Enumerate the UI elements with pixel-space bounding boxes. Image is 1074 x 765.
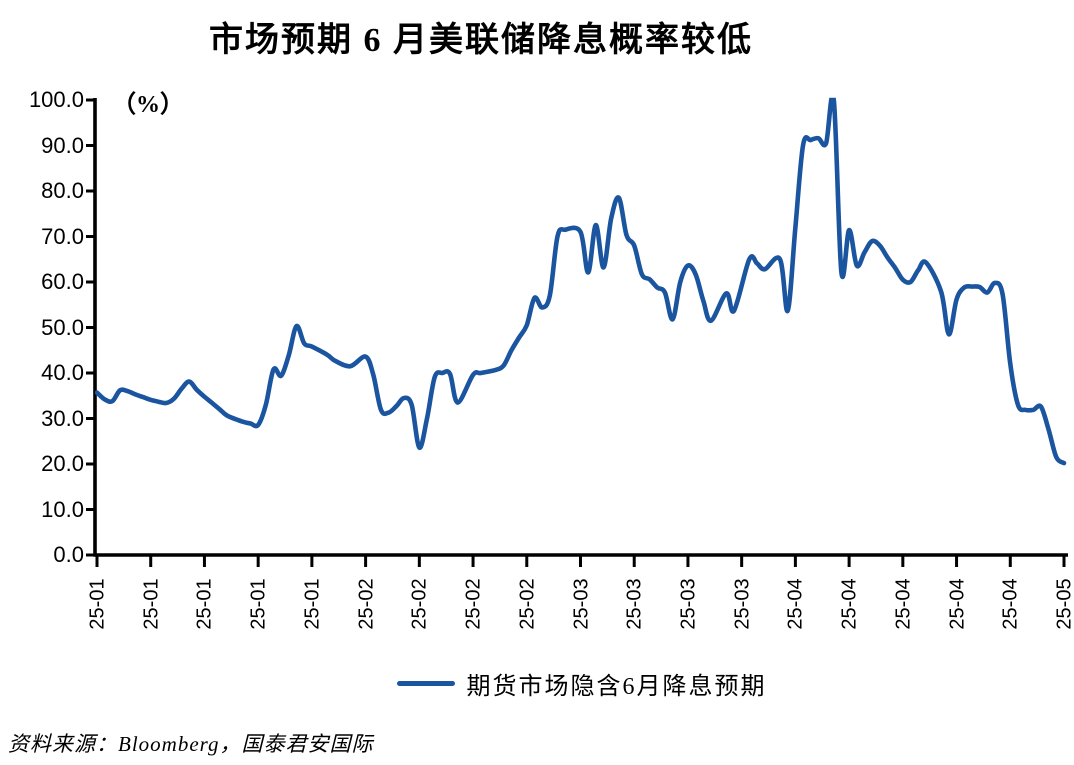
x-tick-label: 25-04 xyxy=(946,578,969,630)
x-tick-label: 25-01 xyxy=(193,578,216,630)
legend-label: 期货市场隐含6月降息预期 xyxy=(466,673,767,700)
x-tick-label: 25-04 xyxy=(999,578,1022,630)
chart-title: 市场预期 6 月美联储降息概率较低 xyxy=(209,22,753,59)
x-tick-label: 25-02 xyxy=(355,578,378,630)
y-tick-label: 10.0 xyxy=(41,496,84,522)
y-tick-label: 0.0 xyxy=(53,542,84,567)
y-tick-label: 50.0 xyxy=(41,314,84,340)
y-tick-label: 30.0 xyxy=(41,405,84,431)
x-tick-label: 25-02 xyxy=(516,578,539,630)
x-tick-label: 25-03 xyxy=(731,578,754,630)
y-axis-unit-label: （%） xyxy=(112,92,184,118)
y-tick-label: 90.0 xyxy=(41,132,84,158)
series-line xyxy=(95,97,1067,466)
x-tick-label: 25-04 xyxy=(784,578,807,630)
legend-line-swatch xyxy=(396,680,455,686)
x-tick-label: 25-02 xyxy=(462,578,485,630)
x-tick-label: 25-01 xyxy=(247,578,270,630)
source-note: 资料来源：Bloomberg，国泰君安国际 xyxy=(8,732,374,756)
y-tick-label: 70.0 xyxy=(41,223,84,249)
x-tick-label: 25-02 xyxy=(408,578,431,630)
x-tick-label: 25-03 xyxy=(570,578,592,630)
x-tick-label: 25-01 xyxy=(301,578,324,630)
y-tick-label: 60.0 xyxy=(41,269,84,294)
axis-ticks xyxy=(86,98,1066,567)
y-tick-label: 40.0 xyxy=(41,360,84,385)
x-tick-label: 25-01 xyxy=(86,578,109,630)
y-tick-label: 20.0 xyxy=(41,451,84,476)
x-tick-label: 25-03 xyxy=(623,578,646,630)
x-tick-label: 25-03 xyxy=(677,578,700,630)
x-tick-label: 25-04 xyxy=(838,578,861,630)
chart-legend: 期货市场隐含6月降息预期 xyxy=(95,664,1068,702)
y-tick-label: 80.0 xyxy=(41,178,84,203)
x-tick-label: 25-01 xyxy=(140,578,163,630)
x-tick-label: 25-05 xyxy=(1053,578,1074,630)
x-tick-label: 25-04 xyxy=(892,578,915,630)
y-tick-label: 100.0 xyxy=(28,87,84,112)
axes xyxy=(93,98,1068,557)
